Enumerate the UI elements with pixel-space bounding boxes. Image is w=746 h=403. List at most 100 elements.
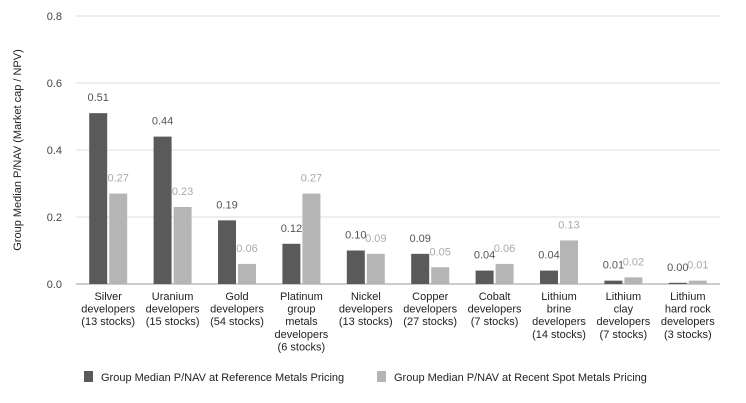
data-label: 0.10 [345, 230, 366, 242]
category-label-line: (7 stocks) [471, 316, 519, 328]
category-label-line: developers [661, 316, 715, 328]
bar [366, 253, 385, 284]
category-label: Copper developers (27 stocks) [403, 291, 457, 328]
legend-swatch [377, 371, 386, 382]
category-label-line: developers [403, 304, 457, 316]
category-label-line: Gold [225, 291, 248, 303]
category-label-line: clay [614, 304, 634, 316]
data-label: 0.23 [172, 186, 193, 198]
category-labels: Silver developers (13 stocks)Uranium develo… [81, 291, 715, 353]
category-label-line: developers [81, 304, 135, 316]
category-label: Gold developers (54 stocks) [210, 291, 264, 328]
gridlines [76, 15, 720, 285]
data-label: 0.01 [603, 260, 624, 272]
bar [668, 282, 687, 284]
category-label-line: Platinum [280, 291, 323, 303]
bar [411, 253, 430, 284]
legend-swatch [84, 371, 93, 382]
y-axis-ticks: 0.0 0.2 0.4 0.6 0.8 [47, 11, 62, 291]
category-label-line: (15 stocks) [146, 316, 200, 328]
category-label: Uranium developers (15 stocks) [146, 291, 200, 328]
bar [238, 263, 256, 284]
data-label: 0.00 [667, 262, 688, 274]
data-label: 0.05 [429, 246, 450, 258]
bar [109, 193, 128, 284]
category-label-line: group [287, 304, 315, 316]
data-label: 0.12 [281, 223, 302, 235]
category-label-line: Copper [412, 291, 448, 303]
category-label: Lithium brine developers (14 stocks) [532, 291, 586, 341]
y-tick-label: 0.2 [47, 212, 62, 224]
bar [688, 280, 707, 284]
data-label: 0.02 [623, 256, 644, 268]
bar [302, 193, 321, 284]
category-label-line: hard rock [665, 304, 711, 316]
bar [475, 270, 494, 284]
bar [604, 280, 623, 284]
category-label-line: Lithium [541, 291, 576, 303]
y-axis-label: Group Median P/NAV (Market cap / NPV) [12, 49, 24, 251]
category-label: Lithium hard rock developers (3 stocks) [661, 291, 715, 341]
category-label-line: (14 stocks) [532, 329, 586, 341]
category-label-line: (6 stocks) [278, 341, 326, 353]
bar [346, 250, 365, 284]
bar [173, 206, 192, 284]
data-label: 0.44 [152, 116, 173, 128]
bar [431, 267, 450, 284]
legend-label: Group Median P/NAV at Recent Spot Metals… [394, 372, 647, 384]
category-label-line: (7 stocks) [600, 329, 648, 341]
data-label: 0.04 [538, 250, 559, 262]
data-label: 0.09 [409, 233, 430, 245]
category-label-line: developers [468, 304, 522, 316]
category-label-line: developers [210, 304, 264, 316]
y-tick-label: 0.4 [47, 145, 62, 157]
bar [540, 270, 558, 284]
category-label-line: Lithium [606, 291, 641, 303]
data-label: 0.13 [558, 219, 579, 231]
category-label: Cobalt developers (7 stocks) [468, 291, 522, 328]
category-label-line: (13 stocks) [339, 316, 393, 328]
bar [89, 113, 108, 285]
category-label: Silver developers (13 stocks) [81, 291, 135, 328]
category-label: Lithium clay developers (7 stocks) [596, 291, 650, 341]
category-label-line: developers [274, 329, 328, 341]
category-label-line: developers [596, 316, 650, 328]
data-labels: 0.510.270.440.230.190.060.120.270.100.09… [87, 92, 708, 274]
bar [624, 277, 643, 284]
bars [89, 113, 707, 285]
category-label-line: Cobalt [479, 291, 511, 303]
bar [495, 263, 514, 284]
bar [282, 243, 301, 284]
category-label-line: Silver [94, 291, 122, 303]
category-label-line: developers [532, 316, 586, 328]
category-label-line: Lithium [670, 291, 705, 303]
category-label-line: brine [547, 304, 571, 316]
legend: Group Median P/NAV at Reference Metals P… [84, 371, 647, 384]
bar [560, 240, 578, 284]
bar [218, 220, 236, 284]
category-label-line: developers [146, 304, 200, 316]
data-label: 0.04 [474, 250, 495, 262]
category-label: Platinum group metals developers (6 stocks) [274, 291, 328, 353]
category-label-line: (13 stocks) [81, 316, 135, 328]
category-label-line: (3 stocks) [664, 329, 712, 341]
data-label: 0.27 [301, 173, 322, 185]
data-label: 0.01 [687, 260, 708, 272]
category-label-line: developers [339, 304, 393, 316]
data-label: 0.27 [107, 173, 128, 185]
data-label: 0.19 [216, 199, 237, 211]
category-label: Nickel developers (13 stocks) [339, 291, 393, 328]
data-label: 0.09 [365, 233, 386, 245]
y-tick-label: 0.6 [47, 78, 62, 90]
bar [153, 136, 172, 284]
data-label: 0.06 [494, 243, 515, 255]
category-label-line: metals [285, 316, 318, 328]
data-label: 0.06 [236, 243, 257, 255]
category-label-line: (54 stocks) [210, 316, 264, 328]
category-label-line: Nickel [351, 291, 381, 303]
category-label-line: Uranium [152, 291, 194, 303]
y-tick-label: 0.0 [47, 279, 62, 291]
data-label: 0.51 [87, 92, 108, 104]
legend-label: Group Median P/NAV at Reference Metals P… [101, 372, 344, 384]
